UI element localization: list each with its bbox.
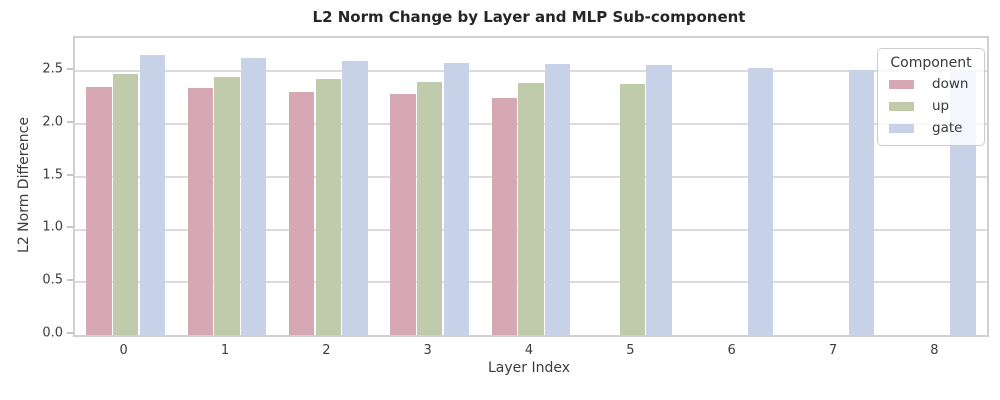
x-tick-label: 3 — [423, 343, 432, 358]
bar-up-layer-4 — [518, 82, 544, 335]
y-tick-mark — [67, 173, 73, 176]
bar-gate-layer-6 — [747, 68, 773, 335]
bar-up-layer-0 — [113, 74, 139, 335]
x-tick-label: 4 — [524, 343, 534, 358]
legend-item-up: up — [878, 95, 984, 117]
legend-item-label: down — [932, 76, 969, 92]
legend-item-down: down — [878, 73, 984, 95]
bar-up-layer-1 — [214, 76, 240, 335]
x-tick-label: 1 — [220, 343, 230, 358]
y-tick-mark — [67, 120, 73, 123]
y-tick-label: 2.0 — [42, 114, 63, 130]
legend-swatch-gate-icon — [889, 123, 914, 133]
bar-gate-layer-1 — [241, 57, 267, 335]
legend-swatch-down-icon — [889, 79, 914, 89]
plot-area: Component down up gate — [73, 36, 989, 337]
y-axis-label: L2 Norm Difference — [16, 117, 32, 253]
legend-item-label: gate — [932, 120, 963, 136]
bar-up-layer-5 — [619, 83, 645, 335]
legend-item-label: up — [932, 98, 950, 114]
x-tick-label: 8 — [930, 343, 939, 358]
legend-items: down up gate — [878, 73, 984, 139]
x-tick-label: 0 — [119, 343, 128, 358]
y-tick-label: 0.5 — [42, 272, 63, 288]
x-axis-label: Layer Index — [487, 360, 571, 376]
bar-down-layer-4 — [491, 97, 517, 335]
bar-gate-layer-7 — [849, 70, 875, 335]
bar-down-layer-0 — [86, 87, 112, 335]
bar-down-layer-1 — [187, 88, 213, 335]
bar-gate-layer-0 — [139, 55, 165, 335]
y-tick-mark — [67, 279, 73, 282]
x-tick-label: 7 — [828, 343, 838, 358]
x-tick-label: 2 — [322, 343, 331, 358]
bar-gate-layer-2 — [342, 60, 368, 335]
gridline — [75, 70, 987, 73]
x-tick-label: 5 — [626, 343, 635, 358]
bar-down-layer-3 — [390, 94, 416, 335]
legend-title: Component — [890, 55, 972, 71]
bar-gate-layer-5 — [646, 64, 672, 335]
bar-up-layer-3 — [417, 81, 443, 335]
legend-swatch-up-icon — [889, 101, 914, 111]
legend-item-gate: gate — [878, 117, 984, 139]
y-tick-label: 1.5 — [42, 167, 63, 183]
bar-down-layer-2 — [289, 92, 315, 335]
bar-gate-layer-4 — [545, 63, 571, 335]
y-tick-mark — [67, 226, 73, 229]
y-tick-label: 2.5 — [42, 61, 63, 77]
y-tick-label: 0.0 — [42, 325, 63, 341]
bar-up-layer-2 — [315, 78, 341, 335]
y-tick-mark — [67, 332, 73, 334]
chart-title: L2 Norm Change by Layer and MLP Sub-comp… — [312, 8, 746, 26]
bar-gate-layer-3 — [443, 62, 469, 335]
legend: Component down up gate — [877, 48, 985, 146]
y-tick-mark — [67, 68, 73, 71]
x-tick-label: 6 — [727, 343, 736, 358]
y-tick-label: 1.0 — [42, 219, 63, 235]
